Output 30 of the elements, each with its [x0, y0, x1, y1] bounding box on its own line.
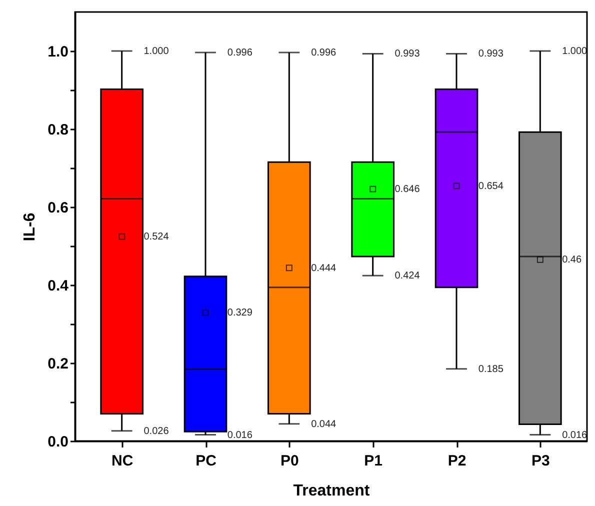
annotation: 0.424: [394, 270, 420, 282]
annotation: 0.524: [144, 232, 170, 243]
x-tick-label: P0: [280, 452, 299, 470]
y-tick-label: 0.6: [48, 200, 68, 216]
annotation: 0.016: [227, 430, 253, 441]
annotation: 0.026: [144, 426, 170, 437]
x-tick-label: P2: [448, 452, 466, 470]
annotation: 0.46: [562, 254, 582, 266]
x-tick-label: NC: [111, 452, 134, 470]
y-tick-label: 0.2: [48, 356, 68, 372]
x-axis-title: Treatment: [293, 482, 370, 500]
annotation: 1.000: [144, 46, 170, 57]
annotation: 0.993: [478, 48, 504, 60]
y-tick-label: 1.0: [48, 44, 68, 60]
annotation: 0.654: [478, 180, 504, 192]
annotation: 0.996: [227, 48, 253, 59]
y-axis-title: IL-6: [22, 212, 39, 242]
x-tick-label: PC: [196, 452, 217, 470]
y-tick-label: 0.0: [48, 434, 68, 450]
annotation: 0.993: [394, 48, 420, 60]
x-tick-label: P3: [531, 452, 550, 470]
annotation: 0.329: [227, 308, 253, 319]
y-tick-label: 0.8: [48, 122, 68, 138]
annotation: 0.646: [394, 184, 420, 196]
y-tick-label: 0.4: [48, 278, 70, 294]
annotation: 0.185: [478, 364, 504, 375]
annotation: 0.044: [311, 418, 337, 430]
annotation: 0.444: [311, 262, 337, 274]
annotation: 0.996: [311, 48, 337, 59]
x-tick-label: P1: [364, 452, 383, 470]
